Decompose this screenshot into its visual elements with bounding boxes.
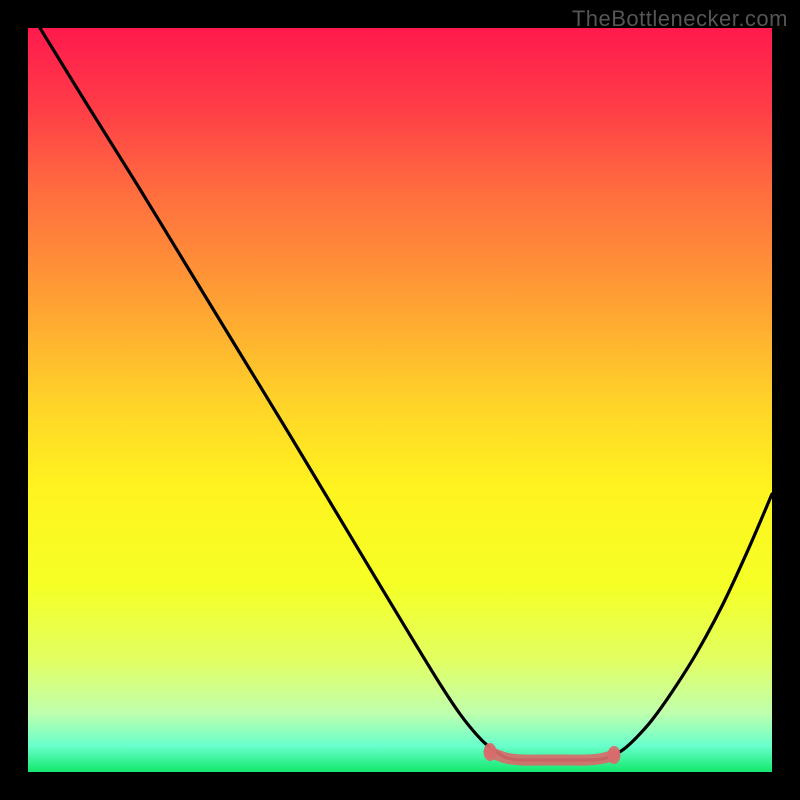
chart-svg xyxy=(28,28,772,772)
optimal-range-band xyxy=(490,752,614,760)
watermark-text: TheBottlenecker.com xyxy=(572,6,788,32)
plot-area xyxy=(28,28,772,772)
bottleneck-curve xyxy=(40,28,772,760)
